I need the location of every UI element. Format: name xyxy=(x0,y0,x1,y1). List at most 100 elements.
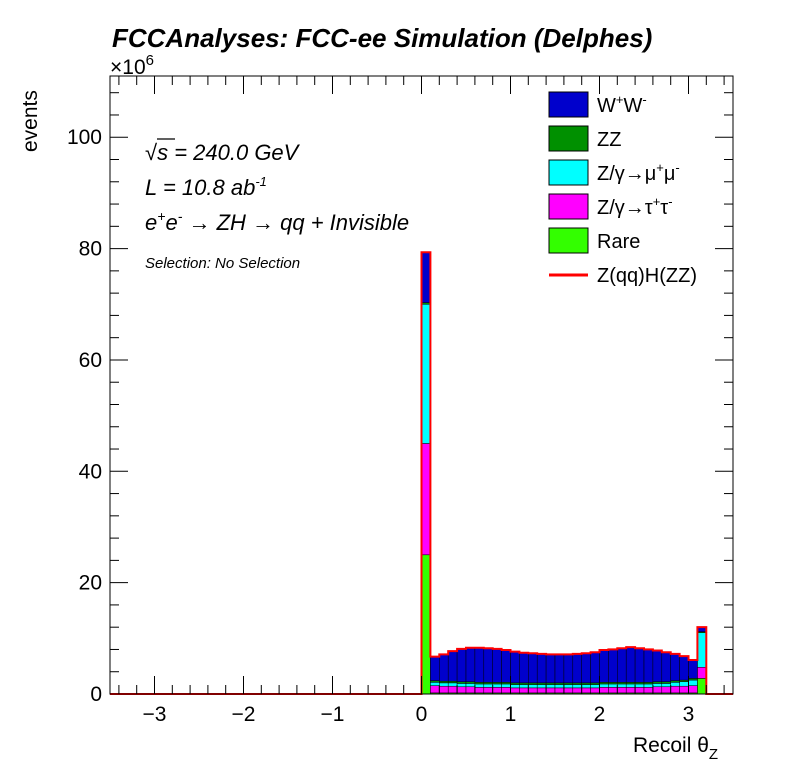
bar xyxy=(483,682,493,685)
legend-swatch xyxy=(548,227,589,254)
bar xyxy=(572,653,582,684)
legend-swatch xyxy=(548,193,589,220)
bar xyxy=(581,682,591,685)
bar xyxy=(661,686,671,694)
y-tick-label: 0 xyxy=(90,683,102,706)
bar xyxy=(554,687,565,694)
bar xyxy=(439,654,449,682)
bar xyxy=(634,687,645,694)
bar xyxy=(643,649,654,683)
bar xyxy=(456,681,467,684)
bar xyxy=(599,687,609,694)
bar xyxy=(634,682,645,685)
bar xyxy=(688,678,698,681)
bar xyxy=(608,682,618,685)
bar xyxy=(501,687,511,694)
bar xyxy=(536,687,547,694)
bar xyxy=(474,687,485,694)
bar xyxy=(661,683,671,688)
bar xyxy=(439,685,449,694)
bar xyxy=(661,651,671,683)
stacked-bars xyxy=(421,252,707,695)
legend-label: Z/γ→μ+μ- xyxy=(597,160,680,185)
y-tick-label: 20 xyxy=(79,572,102,595)
bar xyxy=(483,683,493,688)
y-axis-label: events xyxy=(19,90,42,152)
legend-label: ZZ xyxy=(597,129,621,151)
bar xyxy=(590,651,600,684)
bar xyxy=(519,682,529,685)
bar xyxy=(536,684,547,689)
bar xyxy=(510,687,520,694)
bar xyxy=(474,647,485,683)
legend-entry-signal: Z(qq)H(ZZ) xyxy=(549,265,697,287)
bar xyxy=(563,654,574,684)
luminosity-annotation: L = 10.8 ab-1 xyxy=(145,174,267,200)
y-tick-label: 100 xyxy=(67,126,102,149)
bar xyxy=(697,667,707,679)
bar xyxy=(465,683,476,688)
x-tick-label: −1 xyxy=(321,703,345,726)
y-multiplier: ×106 xyxy=(110,52,154,79)
bar xyxy=(643,687,654,694)
bar xyxy=(617,648,627,683)
bar xyxy=(421,304,431,444)
bar xyxy=(528,653,538,684)
bar xyxy=(643,683,654,688)
annotations: √s = 240.0 GeV L = 10.8 ab-1 e+e- → ZH →… xyxy=(145,138,409,272)
x-tick-label: 1 xyxy=(505,703,517,726)
bar xyxy=(688,659,698,679)
bar xyxy=(599,683,609,688)
bar xyxy=(590,682,600,685)
bar xyxy=(528,687,538,694)
legend-label: W+W- xyxy=(597,92,647,117)
bar xyxy=(501,682,511,685)
bar xyxy=(581,687,591,694)
bar xyxy=(456,686,467,694)
bar xyxy=(519,652,529,684)
bar xyxy=(625,646,636,683)
legend-entry-rare: Rare xyxy=(548,227,640,254)
axes: −3 −2 −1 0 1 2 3 0 20 40 60 80 100 xyxy=(67,75,734,726)
bar xyxy=(688,685,698,694)
bar xyxy=(688,679,698,686)
bar xyxy=(456,648,467,683)
bar xyxy=(430,656,440,681)
bar xyxy=(474,683,485,688)
bar xyxy=(697,632,707,668)
bar xyxy=(430,680,440,683)
bar xyxy=(545,682,556,685)
bar xyxy=(421,252,431,303)
bar xyxy=(447,682,458,687)
bar xyxy=(563,684,574,689)
bar xyxy=(670,685,680,694)
bar xyxy=(421,443,431,556)
bar xyxy=(554,682,565,685)
bar xyxy=(545,684,556,689)
bar xyxy=(545,687,556,694)
legend-label: Z(qq)H(ZZ) xyxy=(597,265,697,287)
bar xyxy=(421,302,431,305)
bar xyxy=(474,682,485,685)
legend-entry-ztautau: Z/γ→τ+τ- xyxy=(548,193,673,220)
legend-entry-zz: ZZ xyxy=(548,125,621,152)
bar xyxy=(670,653,680,681)
bar xyxy=(608,687,618,694)
bar xyxy=(554,684,565,689)
signal-outline xyxy=(110,251,733,695)
bar xyxy=(492,687,502,694)
series-3 xyxy=(421,302,707,685)
legend-label: Rare xyxy=(597,231,640,253)
legend-label: Z/γ→τ+τ- xyxy=(597,194,673,219)
bar xyxy=(430,685,440,694)
bar xyxy=(572,684,582,689)
bar xyxy=(421,554,431,695)
legend-swatch xyxy=(548,125,589,152)
bar xyxy=(483,648,493,683)
series-2 xyxy=(421,304,707,689)
bar xyxy=(536,682,547,685)
bar xyxy=(652,683,663,688)
process-annotation: e+e- → ZH → qq + Invisible xyxy=(145,208,409,235)
bar xyxy=(625,683,636,688)
